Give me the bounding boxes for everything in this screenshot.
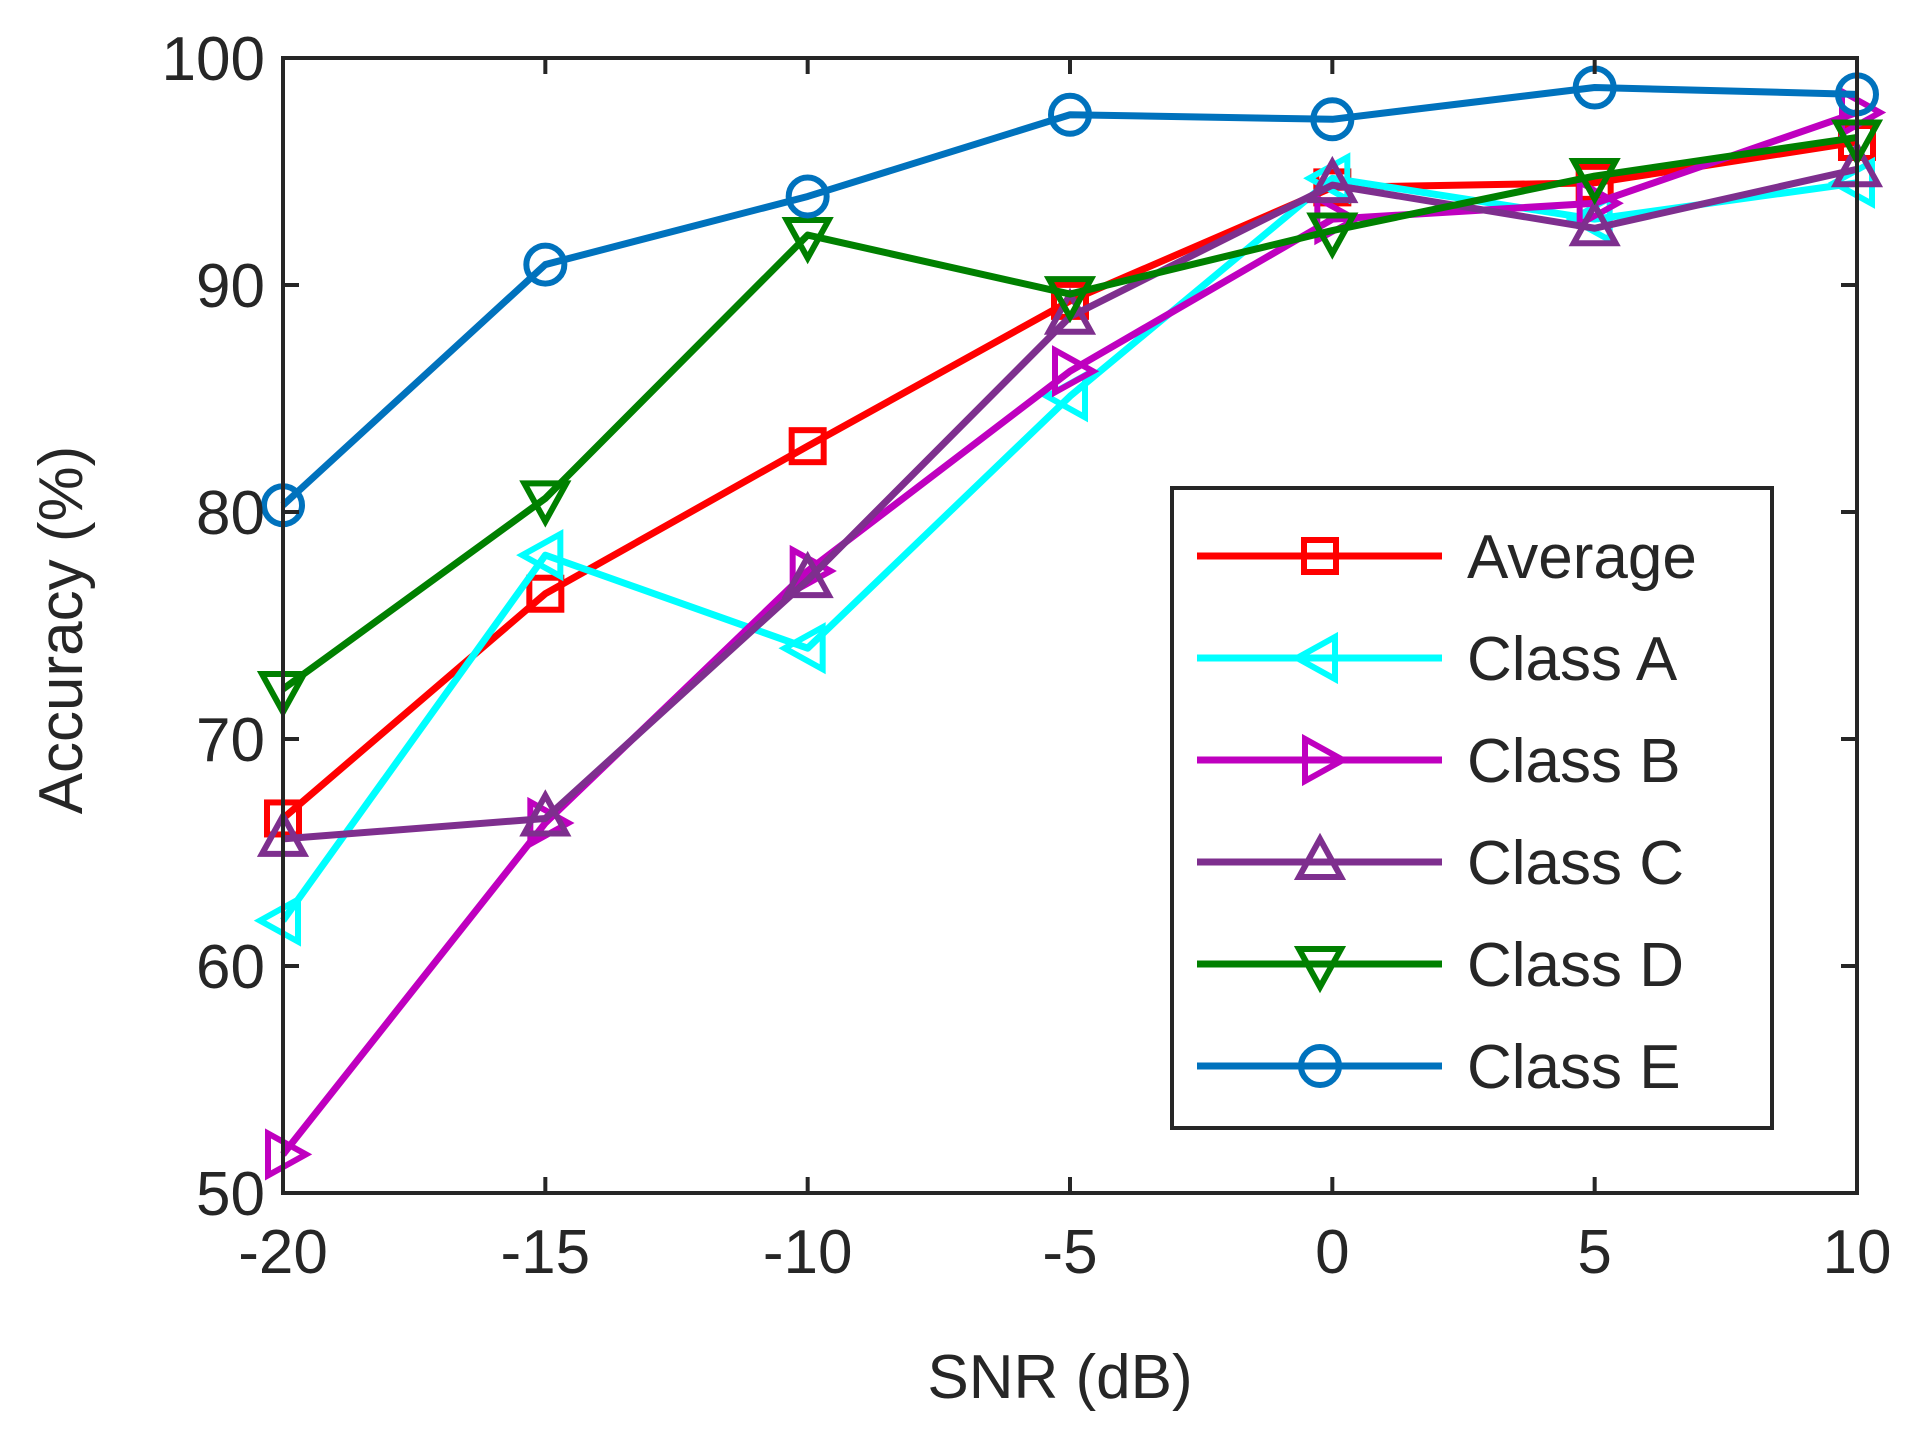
data-point [519,480,572,528]
x-tick-label: -10 [763,1218,853,1287]
data-point [778,622,826,675]
legend-label: Average [1467,523,1697,592]
series-line [280,84,1858,508]
data-point [1043,287,1097,335]
data-point [523,242,568,287]
data-point [265,1128,313,1181]
y-tick-label: 50 [196,1160,265,1229]
legend-entry: Class D [1197,931,1684,1000]
x-tick-label: -15 [501,1218,591,1287]
data-point [781,550,834,599]
y-tick-label: 90 [196,252,265,321]
x-tick-label: 10 [1823,1218,1892,1287]
legend-marker [1293,946,1347,994]
legend-label: Class B [1467,727,1681,796]
x-tick-label: -20 [238,1218,328,1287]
legend-label: Class A [1467,625,1678,694]
y-axis-label: Accuracy (%) [27,446,96,815]
series-layer [253,65,1887,1181]
data-point [253,894,301,947]
legend-label: Class D [1467,931,1684,1000]
legend-entry: Class E [1197,1033,1681,1102]
data-point [1043,276,1097,324]
data-point [785,174,830,219]
data-point [1306,155,1359,204]
legend-box [1170,486,1774,1130]
legend-marker [1293,832,1347,880]
legend-entry: Average [1197,523,1697,592]
data-point [519,789,572,837]
series-line [280,133,1858,692]
x-axis-label: SNR (dB) [927,1343,1192,1412]
data-point [516,529,564,582]
data-point [1052,345,1100,398]
data-point [1568,199,1621,247]
data-point [1048,92,1092,137]
legend-entry: Class C [1197,829,1684,898]
legend: Average Class A Class B Class C Class D Class… [1170,486,1774,1130]
x-tick-label: -5 [1042,1218,1097,1287]
legend-marker [1298,1044,1342,1088]
y-tick-label: 100 [162,25,265,94]
legend-marker [1290,631,1338,685]
series-line [280,138,1858,822]
legend-entry: Class B [1197,727,1681,796]
legend-marker [1301,537,1339,575]
data-point [1310,97,1355,142]
y-tick-label: 70 [196,706,265,775]
data-point [1568,158,1621,206]
legend-entry: Class A [1197,625,1678,694]
y-tick-label: 80 [196,479,265,548]
legend-marker [1302,733,1350,787]
legend-label: Class E [1467,1033,1681,1102]
x-tick-label: 5 [1577,1218,1611,1287]
data-point [781,217,834,265]
data-point [1306,212,1359,260]
y-tick-label: 60 [196,933,265,1002]
data-point [788,427,827,466]
x-tick-label: 0 [1315,1218,1349,1287]
data-point [526,574,565,613]
legend-label: Class C [1467,829,1684,898]
axes: -20 -15 -10 -5 0 5 10 50 60 70 80 90 100 [162,25,1892,1287]
